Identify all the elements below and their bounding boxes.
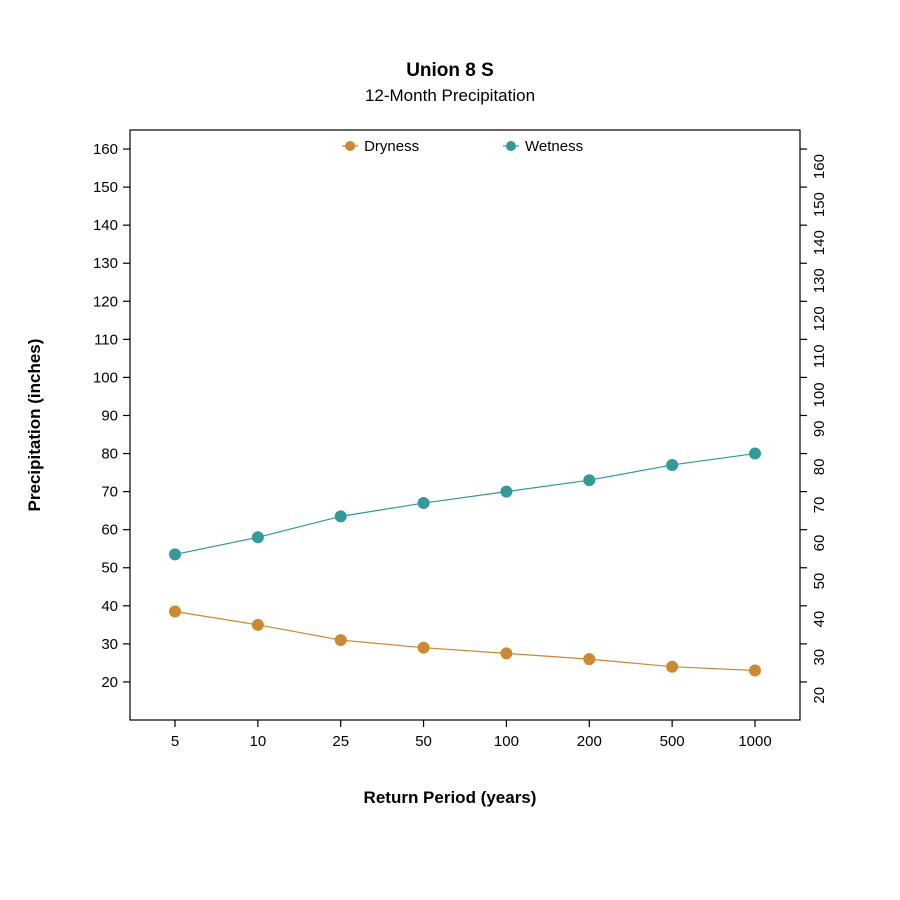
svg-text:140: 140 xyxy=(93,217,118,234)
svg-text:120: 120 xyxy=(811,306,828,331)
svg-text:60: 60 xyxy=(101,522,118,539)
svg-text:500: 500 xyxy=(660,733,685,750)
svg-text:100: 100 xyxy=(494,733,519,750)
svg-text:20: 20 xyxy=(101,674,118,691)
svg-text:150: 150 xyxy=(811,192,828,217)
svg-text:60: 60 xyxy=(811,535,828,552)
svg-text:50: 50 xyxy=(811,573,828,590)
svg-text:80: 80 xyxy=(101,446,118,463)
svg-text:100: 100 xyxy=(811,382,828,407)
svg-text:140: 140 xyxy=(811,230,828,255)
svg-text:50: 50 xyxy=(415,733,432,750)
svg-text:40: 40 xyxy=(811,611,828,628)
svg-text:5: 5 xyxy=(171,733,179,750)
svg-text:80: 80 xyxy=(811,459,828,476)
svg-text:90: 90 xyxy=(811,420,828,437)
svg-text:130: 130 xyxy=(93,255,118,272)
legend-label-dryness: Dryness xyxy=(364,138,419,155)
svg-text:25: 25 xyxy=(332,733,349,750)
svg-text:90: 90 xyxy=(101,407,118,424)
svg-text:50: 50 xyxy=(101,560,118,577)
svg-text:70: 70 xyxy=(811,497,828,514)
svg-text:30: 30 xyxy=(811,649,828,666)
precipitation-chart: 20 20 30 30 40 40 50 50 60 60 70 70 80 80 90 90 100 100 11… xyxy=(0,0,900,900)
svg-text:100: 100 xyxy=(93,369,118,386)
svg-text:200: 200 xyxy=(577,733,602,750)
svg-text:150: 150 xyxy=(93,179,118,196)
svg-text:130: 130 xyxy=(811,268,828,293)
svg-text:160: 160 xyxy=(811,154,828,179)
svg-text:20: 20 xyxy=(811,687,828,704)
svg-text:40: 40 xyxy=(101,598,118,615)
svg-text:110: 110 xyxy=(811,344,828,368)
svg-text:30: 30 xyxy=(101,636,118,653)
legend-label-wetness: Wetness xyxy=(525,138,583,155)
svg-text:110: 110 xyxy=(94,331,118,348)
svg-text:10: 10 xyxy=(250,733,267,750)
svg-text:120: 120 xyxy=(93,293,118,310)
svg-text:1000: 1000 xyxy=(738,733,771,750)
svg-text:160: 160 xyxy=(93,141,118,158)
svg-text:70: 70 xyxy=(101,484,118,501)
